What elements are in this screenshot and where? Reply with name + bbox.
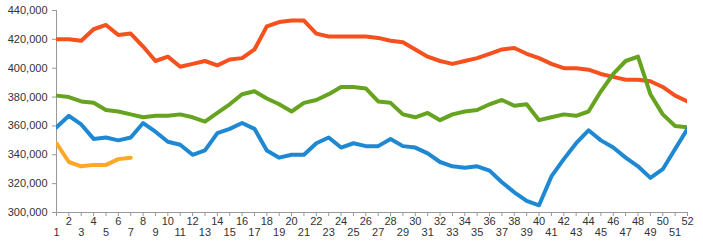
svg-text:14: 14 — [211, 215, 223, 227]
svg-text:36: 36 — [483, 215, 495, 227]
svg-text:34: 34 — [459, 215, 471, 227]
svg-text:37: 37 — [496, 226, 508, 238]
svg-text:360,000: 360,000 — [8, 119, 48, 131]
svg-text:40: 40 — [533, 215, 545, 227]
svg-text:45: 45 — [595, 226, 607, 238]
svg-text:22: 22 — [310, 215, 322, 227]
svg-text:300,000: 300,000 — [8, 206, 48, 218]
svg-text:17: 17 — [248, 226, 260, 238]
svg-text:43: 43 — [570, 226, 582, 238]
svg-text:33: 33 — [446, 226, 458, 238]
svg-text:11: 11 — [175, 226, 186, 238]
svg-text:440,000: 440,000 — [8, 4, 48, 16]
svg-text:21: 21 — [298, 226, 310, 238]
svg-text:3: 3 — [78, 226, 84, 238]
svg-text:30: 30 — [409, 215, 421, 227]
svg-text:42: 42 — [558, 215, 570, 227]
svg-text:12: 12 — [186, 215, 198, 227]
svg-text:50: 50 — [657, 215, 669, 227]
svg-text:44: 44 — [582, 215, 594, 227]
svg-text:23: 23 — [323, 226, 335, 238]
svg-text:16: 16 — [236, 215, 248, 227]
svg-text:52: 52 — [681, 215, 693, 227]
svg-text:13: 13 — [199, 226, 211, 238]
svg-text:51: 51 — [669, 226, 681, 238]
svg-text:10: 10 — [162, 215, 174, 227]
svg-text:46: 46 — [607, 215, 619, 227]
svg-text:24: 24 — [335, 215, 347, 227]
svg-text:39: 39 — [521, 226, 533, 238]
svg-text:320,000: 320,000 — [8, 177, 48, 189]
svg-text:420,000: 420,000 — [8, 33, 48, 45]
svg-text:1: 1 — [53, 226, 59, 238]
svg-text:38: 38 — [508, 215, 520, 227]
svg-text:9: 9 — [152, 226, 158, 238]
svg-text:26: 26 — [360, 215, 372, 227]
svg-text:27: 27 — [372, 226, 384, 238]
svg-text:41: 41 — [545, 226, 557, 238]
svg-text:4: 4 — [91, 215, 97, 227]
svg-text:35: 35 — [471, 226, 483, 238]
svg-text:49: 49 — [644, 226, 656, 238]
svg-text:25: 25 — [347, 226, 359, 238]
svg-text:2: 2 — [66, 215, 72, 227]
svg-text:15: 15 — [224, 226, 236, 238]
svg-text:29: 29 — [397, 226, 409, 238]
svg-text:32: 32 — [434, 215, 446, 227]
svg-text:340,000: 340,000 — [8, 148, 48, 160]
svg-text:400,000: 400,000 — [8, 62, 48, 74]
svg-text:8: 8 — [140, 215, 146, 227]
svg-text:28: 28 — [384, 215, 396, 227]
svg-text:31: 31 — [422, 226, 434, 238]
svg-text:47: 47 — [620, 226, 632, 238]
svg-text:20: 20 — [285, 215, 297, 227]
svg-text:6: 6 — [115, 215, 121, 227]
svg-text:7: 7 — [128, 226, 134, 238]
svg-text:48: 48 — [632, 215, 644, 227]
svg-text:18: 18 — [261, 215, 273, 227]
svg-text:380,000: 380,000 — [8, 91, 48, 103]
svg-text:5: 5 — [103, 226, 109, 238]
svg-text:19: 19 — [273, 226, 285, 238]
